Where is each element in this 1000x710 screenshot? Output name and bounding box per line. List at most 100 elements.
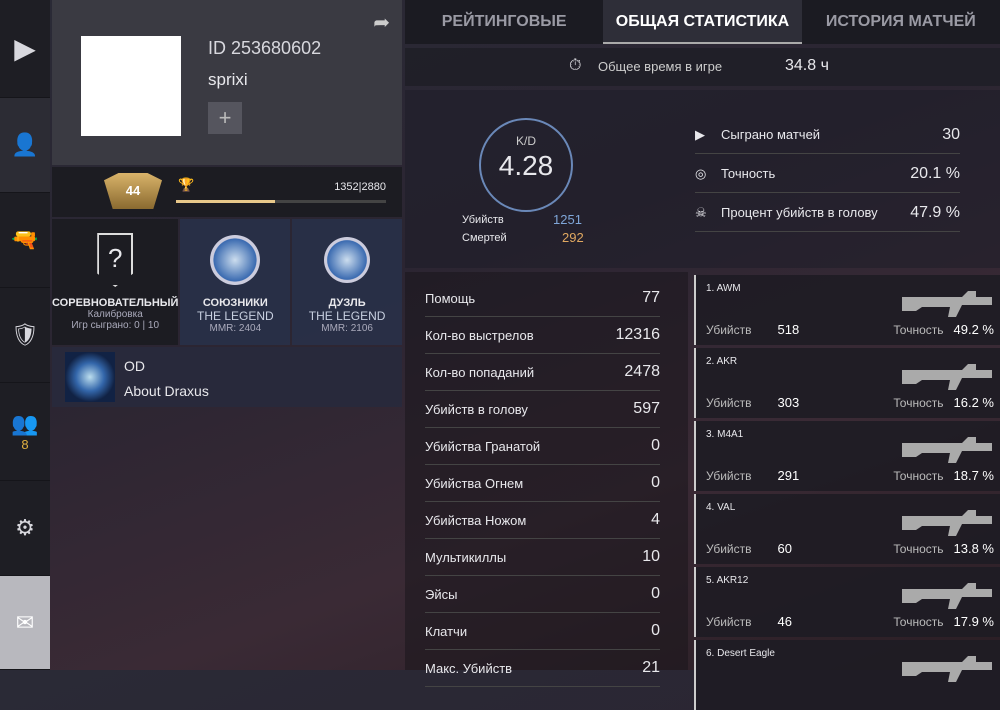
stat-value: 0	[651, 474, 660, 491]
stat-row: Клатчи 0	[425, 613, 660, 650]
rank-duel[interactable]: ДУЗЛЬ THE LEGEND MMR: 2106	[292, 219, 402, 345]
mail-icon[interactable]: ✉	[0, 576, 50, 670]
side-nav: ▶ 👤 🔫 🛡 👥 8 ⚙ ✉	[0, 0, 50, 670]
weapon-accuracy: 13.8 %	[953, 541, 994, 556]
player-name: sprixi	[208, 70, 248, 89]
stat-label: Эйсы	[425, 586, 458, 602]
rank-title: СОЮЗНИКИ	[202, 297, 268, 309]
kills-value: 1251	[553, 212, 582, 227]
rank-title: СОРЕВНОВАТЕЛЬНЫЙ	[52, 297, 179, 309]
stat-value: 77	[642, 289, 660, 306]
level-badge: 44	[104, 173, 162, 209]
stat-label: Клатчи	[425, 623, 468, 639]
weapon-kills: 46	[777, 614, 792, 629]
legend-rank-icon	[324, 237, 371, 283]
summary-label: Сыграно матчей	[721, 127, 821, 142]
stat-value: 2478	[624, 363, 660, 380]
rank-sub: THE LEGEND	[196, 309, 274, 323]
weapon-accuracy: 16.2 %	[953, 395, 994, 410]
stat-label: Макс. Убийств	[425, 660, 513, 676]
kd-value: 4.28	[498, 150, 554, 181]
stat-row: Эйсы 0	[425, 576, 660, 613]
stat-row: Убийства Гранатой 0	[425, 428, 660, 465]
summary-value: 20.1 %	[910, 164, 960, 182]
avatar[interactable]	[81, 36, 181, 136]
deaths-value: 292	[562, 230, 584, 245]
summary-row: ◎ Точность 20.1 %	[695, 155, 960, 193]
tab-general-stats[interactable]: ОБЩАЯ СТАТИСТИКА	[603, 0, 802, 44]
stat-label: Кол-во выстрелов	[425, 327, 534, 343]
rank-info: Игр сыграно: 0 | 10	[71, 320, 160, 331]
weapon-accuracy: 18.7 %	[953, 468, 994, 483]
rank-sub: THE LEGEND	[308, 309, 386, 323]
stat-value: 4	[651, 511, 660, 528]
weapon-silhouette-icon	[902, 510, 992, 536]
weapon-accuracy: 17.9 %	[953, 614, 994, 629]
play-icon: ▶	[695, 126, 705, 142]
weapon-silhouette-icon	[902, 656, 992, 682]
xp-progress	[176, 200, 386, 203]
tab-match-history[interactable]: ИСТОРИЯ МАТЧЕЙ	[825, 13, 976, 30]
weapon-card[interactable]: 5. AKR12 Убийств 46 Точность 17.9 %	[694, 567, 1000, 637]
skull-icon: ☠	[695, 204, 707, 220]
stat-label: Убийства Гранатой	[425, 438, 541, 454]
trophy-icon: 🏆	[178, 177, 195, 192]
weapon-card[interactable]: 6. Desert Eagle	[694, 640, 1000, 710]
stat-value: 10	[642, 548, 660, 565]
stat-label: Убийства Огнем	[425, 475, 524, 491]
accuracy-label: Точность	[893, 615, 944, 629]
stat-value: 597	[633, 400, 660, 417]
profile-icon[interactable]: 👤	[0, 98, 50, 193]
xp-text: 1352|2880	[334, 181, 386, 193]
stat-row: Макс. Убийств 21	[425, 650, 660, 687]
weapon-kills: 60	[777, 541, 792, 556]
weapon-name: 3. M4A1	[706, 429, 744, 440]
stat-row: Мультикиллы 10	[425, 539, 660, 576]
stat-row: Кол-во попаданий 2478	[425, 354, 660, 391]
rank-competitive[interactable]: ? СОРЕВНОВАТЕЛЬНЫЙ Калибровка Игр сыгран…	[52, 219, 179, 345]
stats-list: Помощь 77 Кол-во выстрелов 12316 Кол-во попа…	[405, 272, 688, 687]
rank-allies[interactable]: СОЮЗНИКИ THE LEGEND MMR: 2404	[180, 219, 291, 345]
play-icon[interactable]: ▶	[0, 0, 50, 98]
shield-icon[interactable]: 🛡	[0, 288, 50, 383]
kills-label: Убийств	[706, 323, 752, 337]
tabs: РЕЙТИНГОВЫЕ ОБЩАЯ СТАТИСТИКА ИСТОРИЯ МАТ…	[405, 0, 1000, 44]
weapon-card[interactable]: 2. AKR Убийств 303 Точность 16.2 %	[694, 348, 1000, 418]
stat-label: Убийства Ножом	[425, 512, 527, 528]
stat-row: Помощь 77	[425, 280, 660, 317]
weapon-silhouette-icon	[902, 437, 992, 463]
clan-card[interactable]: OD About Draxus	[52, 347, 402, 407]
weapon-name: 2. AKR	[706, 356, 738, 367]
share-icon[interactable]: ➦	[373, 12, 390, 34]
summary-label: Процент убийств в голову	[721, 205, 878, 220]
weapon-card[interactable]: 4. VAL Убийств 60 Точность 13.8 %	[694, 494, 1000, 564]
weapon-name: 6. Desert Eagle	[706, 648, 775, 659]
weapon-silhouette-icon	[902, 583, 992, 609]
kd-ring: K/D 4.28	[479, 118, 573, 212]
add-button[interactable]: +	[208, 102, 242, 134]
weapon-kills: 303	[777, 395, 800, 410]
weapon-card[interactable]: 1. AWM Убийств 518 Точность 49.2 %	[694, 275, 1000, 345]
gear-icon[interactable]: ⚙	[0, 481, 50, 576]
deaths-label: Смертей	[462, 232, 507, 244]
kd-label: K/D	[515, 134, 536, 148]
accuracy-label: Точность	[893, 396, 944, 410]
weapon-icon[interactable]: 🔫	[0, 193, 50, 288]
playtime-label: Общее время в игре	[598, 59, 723, 74]
weapon-card[interactable]: 3. M4A1 Убийств 291 Точность 18.7 %	[694, 421, 1000, 491]
playtime-value: 34.8 ч	[785, 57, 829, 74]
summary-row: ▶ Сыграно матчей 30	[695, 116, 960, 154]
weapon-kills: 518	[777, 322, 800, 337]
accuracy-label: Точность	[893, 323, 944, 337]
stat-value: 0	[651, 622, 660, 639]
clan-emblem	[65, 352, 115, 402]
stat-label: Помощь	[425, 290, 476, 306]
accuracy-label: Точность	[893, 469, 944, 483]
player-id: ID 253680602	[208, 38, 322, 58]
summary-label: Точность	[721, 166, 776, 181]
stopwatch-icon: ⏱	[569, 57, 582, 74]
level-bar: 44 🏆 1352|2880	[52, 167, 402, 217]
weapon-kills: 291	[777, 468, 800, 483]
friends-button[interactable]: 👥 8	[0, 383, 50, 481]
tab-ranked[interactable]: РЕЙТИНГОВЫЕ	[441, 13, 567, 30]
